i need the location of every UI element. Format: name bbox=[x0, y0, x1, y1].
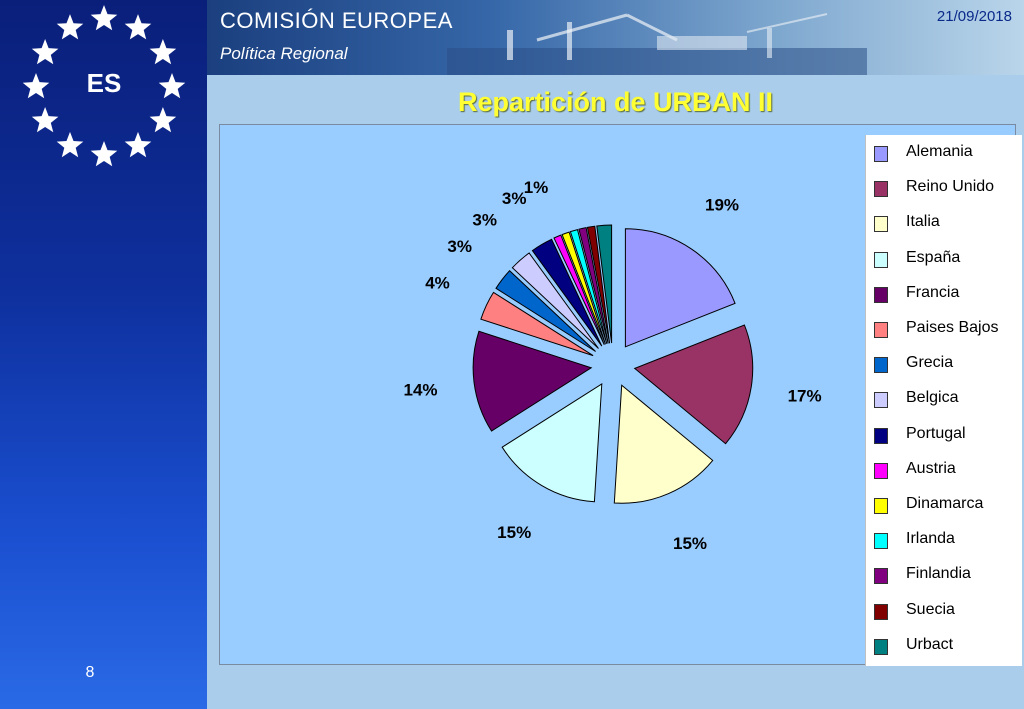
pie-slice bbox=[613, 384, 714, 504]
legend-swatch bbox=[874, 286, 888, 303]
slide-date: 21/09/2018 bbox=[936, 8, 1012, 25]
legend-swatch bbox=[874, 216, 888, 233]
legend-label: Suecia bbox=[906, 600, 955, 618]
eu-star-icon bbox=[90, 5, 118, 31]
legend-swatch bbox=[874, 427, 888, 444]
harbor-photo-icon bbox=[447, 13, 867, 75]
pie-slice bbox=[495, 269, 596, 352]
legend-swatch bbox=[874, 146, 888, 162]
chart-legend: Alemania Reino Unido Italia España Francia Pa… bbox=[865, 135, 1022, 666]
eu-star-icon bbox=[56, 14, 84, 40]
organization-name: COMISIÓN EUROPEA bbox=[220, 8, 453, 33]
eu-star-icon bbox=[90, 141, 118, 167]
legend-label: Portugal bbox=[906, 424, 966, 442]
eu-stars-circle bbox=[22, 5, 186, 167]
legend-label: Francia bbox=[906, 283, 960, 301]
eu-star-icon bbox=[124, 131, 152, 158]
pie-slice bbox=[472, 330, 593, 432]
legend-label: Finlandia bbox=[906, 565, 971, 583]
legend-swatch bbox=[874, 603, 888, 620]
pie-chart: 19%17%15%15%14%4%3%3%3%1% bbox=[403, 178, 822, 553]
legend-swatch bbox=[874, 498, 888, 514]
legend-label: Alemania bbox=[906, 143, 973, 160]
legend-label: Belgica bbox=[906, 389, 959, 407]
eu-star-icon bbox=[124, 14, 152, 40]
legend-swatch bbox=[874, 638, 888, 655]
pie-slice bbox=[531, 238, 603, 347]
pie-data-label: 4% bbox=[425, 273, 450, 292]
legend-label: Italia bbox=[906, 213, 940, 231]
pie-data-label: 3% bbox=[502, 189, 527, 208]
legend-swatch bbox=[874, 322, 888, 338]
sidebar: ES 8 bbox=[0, 0, 207, 709]
pie-slice bbox=[569, 228, 608, 345]
country-code: ES bbox=[86, 68, 122, 98]
legend-swatch bbox=[874, 357, 888, 374]
eu-star-icon bbox=[149, 107, 177, 133]
slide-content: Repartición de URBAN II 19% 17% 15% 15% 14% 4… bbox=[207, 75, 1024, 709]
legend-label: Austria bbox=[906, 459, 956, 477]
eu-star-icon bbox=[56, 131, 84, 158]
pie-data-label: 19% bbox=[705, 196, 739, 215]
legend-swatch bbox=[874, 533, 888, 550]
chart-frame: 19% 17% 15% 15% 14% 4% 3% 3% 3% 1% Alemania Reino … bbox=[219, 124, 1022, 666]
pie-slice bbox=[596, 224, 613, 344]
pie-slice bbox=[501, 382, 603, 503]
pie-slice bbox=[553, 234, 605, 346]
pie-data-label: 3% bbox=[447, 237, 472, 256]
pie-data-label: 15% bbox=[673, 534, 707, 553]
eu-star-icon bbox=[31, 39, 59, 65]
header-banner: COMISIÓN EUROPEA Política Regional 21/09… bbox=[207, 0, 1024, 75]
pie-slice bbox=[624, 228, 736, 348]
page-number: 8 bbox=[85, 664, 95, 681]
legend-label: Reino Unido bbox=[906, 178, 995, 196]
legend-swatch bbox=[874, 462, 888, 479]
legend-swatch bbox=[874, 251, 888, 268]
pie-slice bbox=[480, 291, 594, 357]
pie-data-label: 14% bbox=[403, 380, 437, 399]
legend-label: Urbact bbox=[906, 635, 954, 653]
pie-slice bbox=[561, 231, 606, 345]
legend-label: Grecia bbox=[906, 354, 954, 372]
legend-swatch bbox=[874, 392, 888, 409]
pie-slice bbox=[578, 227, 609, 344]
legend-label: Dinamarca bbox=[906, 495, 984, 512]
eu-star-icon bbox=[149, 39, 177, 65]
pie-slice bbox=[511, 252, 599, 349]
pie-data-label: 15% bbox=[497, 523, 531, 542]
chart-title: Repartición de URBAN II bbox=[457, 87, 774, 117]
pie-data-label: 3% bbox=[472, 211, 497, 230]
legend-label: Irlanda bbox=[906, 530, 955, 548]
pie-data-label: 17% bbox=[788, 386, 822, 405]
legend-swatch bbox=[874, 568, 888, 585]
pie-slice bbox=[633, 324, 754, 445]
eu-star-icon bbox=[31, 107, 59, 133]
pie-data-label: 1% bbox=[524, 178, 549, 197]
eu-star-icon bbox=[158, 73, 186, 99]
legend-swatch bbox=[874, 181, 888, 198]
eu-star-icon bbox=[22, 73, 50, 99]
legend-label: Paises Bajos bbox=[906, 319, 999, 336]
organization-unit: Política Regional bbox=[220, 44, 348, 63]
legend-label: España bbox=[906, 248, 961, 266]
pie-slice bbox=[586, 225, 611, 344]
